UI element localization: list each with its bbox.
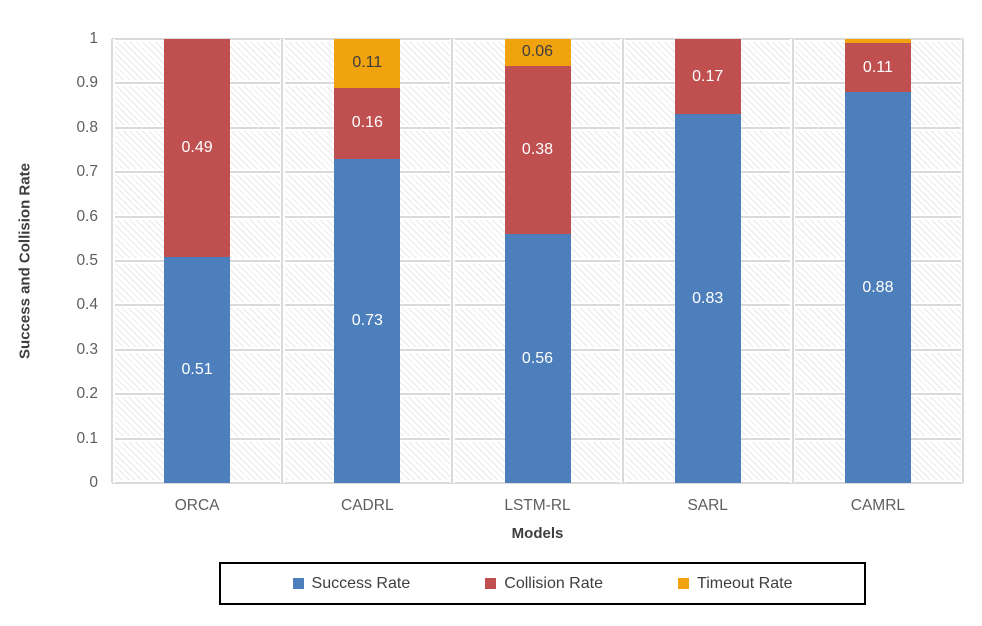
y-tick-label: 0.3	[76, 340, 98, 358]
segment-collision-rate-CAMRL: 0.11	[844, 43, 911, 93]
x-tick-label-CADRL: CADRL	[341, 497, 394, 514]
segment-success-rate-CADRL: 0.73	[334, 158, 401, 483]
y-tick-label: 0.8	[76, 118, 98, 136]
category-separator-line	[620, 39, 626, 483]
category-separator-line	[279, 39, 285, 483]
legend-label: Success Rate	[311, 574, 411, 592]
legend-item-timeout-rate: Timeout Rate	[678, 575, 792, 593]
category-separator-line	[960, 39, 966, 483]
y-tick-label: 1	[89, 30, 98, 47]
legend-swatch-icon	[678, 578, 690, 589]
category-column-CAMRL: 0.88 0.11	[793, 39, 963, 483]
gridline	[112, 480, 963, 486]
legend-swatch-icon	[485, 578, 497, 589]
bars-layer: 0.51 0.49 0.73 0.16 0.11 0.56 0.38 0.06 0.83 0.17…	[112, 39, 963, 483]
bar-LSTM-RL: 0.56 0.38 0.06	[504, 39, 571, 483]
segment-timeout-rate-LSTM-RL: 0.06	[504, 39, 571, 66]
legend-swatch-icon	[292, 578, 304, 589]
segment-collision-rate-SARL: 0.17	[674, 39, 741, 115]
x-axis-title: Models	[511, 525, 564, 542]
segment-success-rate-SARL: 0.83	[674, 114, 741, 483]
y-tick-label: 0.4	[76, 296, 98, 314]
segment-success-rate-CAMRL: 0.88	[844, 92, 911, 483]
gridline	[112, 36, 963, 42]
category-separator-line	[449, 39, 455, 483]
bar-ORCA: 0.51 0.49	[164, 39, 231, 483]
category-column-CADRL: 0.73 0.16 0.11	[282, 39, 452, 483]
x-tick-label-SARL: SARL	[687, 497, 728, 514]
x-tick-label-CAMRL: CAMRL	[850, 497, 906, 514]
bar-SARL: 0.83 0.17	[674, 39, 741, 483]
category-column-SARL: 0.83 0.17	[623, 39, 793, 483]
legend-item-success-rate: Success Rate	[292, 574, 411, 593]
category-separator-line	[790, 39, 796, 483]
segment-collision-rate-ORCA: 0.49	[164, 39, 231, 257]
legend-label: Timeout Rate	[697, 574, 793, 592]
legend: Success Rate Collision Rate Timeout Rate	[219, 562, 866, 605]
legend-label: Collision Rate	[504, 574, 603, 592]
y-tick-label: 0.9	[76, 74, 98, 92]
y-tick-label: 0.7	[76, 163, 98, 181]
y-tick-label: 0.1	[76, 429, 98, 447]
y-tick-label: 0.5	[76, 252, 98, 269]
x-tick-label-ORCA: ORCA	[174, 497, 220, 514]
bar-CADRL: 0.73 0.16 0.11	[334, 39, 401, 483]
segment-success-rate-ORCA: 0.51	[164, 256, 231, 483]
segment-collision-rate-CADRL: 0.16	[334, 87, 401, 159]
segment-timeout-rate-CAMRL	[844, 39, 911, 44]
category-column-ORCA: 0.51 0.49	[112, 39, 282, 483]
y-tick-label: 0.6	[76, 207, 98, 225]
plot-area: 0.51 0.49 0.73 0.16 0.11 0.56 0.38 0.06 0.83 0.17…	[109, 36, 966, 486]
x-axis-tick-labels: ORCA CADRL LSTM-RL SARL CAMRL	[112, 497, 963, 517]
x-tick-label-LSTM-RL: LSTM-RL	[504, 497, 571, 514]
segment-collision-rate-LSTM-RL: 0.38	[504, 65, 571, 235]
bar-CAMRL: 0.88 0.11	[844, 39, 911, 483]
category-separator-line	[109, 39, 115, 483]
segment-success-rate-LSTM-RL: 0.56	[504, 234, 571, 483]
y-tick-label: 0.2	[76, 385, 98, 403]
legend-item-collision-rate: Collision Rate	[485, 575, 603, 593]
y-tick-label: 0	[89, 474, 98, 491]
category-column-LSTM-RL: 0.56 0.38 0.06	[452, 39, 622, 483]
segment-timeout-rate-CADRL: 0.11	[334, 39, 401, 88]
